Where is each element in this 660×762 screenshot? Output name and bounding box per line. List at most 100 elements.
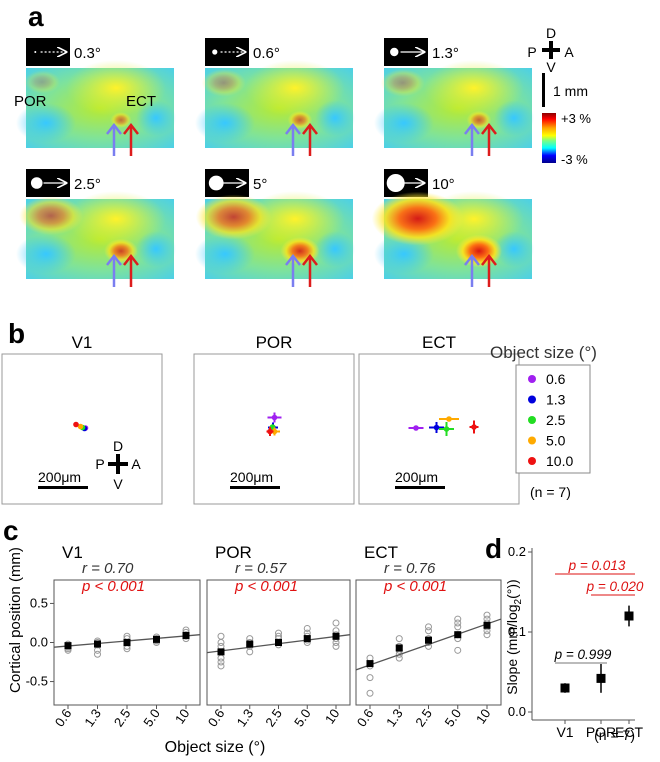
stimulus-dot xyxy=(386,174,405,192)
panel-label-b: b xyxy=(8,318,25,349)
scale-bar-label: 1 mm xyxy=(553,83,588,99)
blue-arrow-head xyxy=(464,253,480,266)
panel-b: V1 200μm POR 200μm ECT 200μm D VP A xyxy=(1,333,520,505)
xtick-label: 1.3 xyxy=(234,706,257,729)
panel-c-subplot: V1r = 0.70p < 0.001 0.5 0.0 -0.5 0.6 1.3 2.5 5.… xyxy=(26,543,201,730)
stimulus-dot xyxy=(30,177,43,189)
subplot-title: V1 xyxy=(62,543,83,562)
tile-size-label: 10° xyxy=(432,176,455,193)
panel-b-n-label: (n = 7) xyxy=(530,484,571,500)
map-hot-spot-posterior xyxy=(201,69,246,97)
mean-marker xyxy=(246,640,254,648)
map-yellow-patch xyxy=(66,191,166,247)
mean-marker xyxy=(275,639,282,646)
center-point-0.6 xyxy=(271,414,278,421)
mean-marker xyxy=(332,632,340,640)
blue-arrow-head xyxy=(285,253,301,266)
xtick-label: 2.5 xyxy=(262,706,285,729)
map-tile: 1.3° xyxy=(374,38,534,156)
center-point-1.3 xyxy=(433,424,440,431)
scale-bar-label: 200μm xyxy=(395,469,438,485)
map-hot-spot-posterior xyxy=(19,196,83,235)
center-point-5.0 xyxy=(271,428,278,435)
d-ylabel: Slope (mm/log2(°)) xyxy=(504,579,524,694)
red-arrow-head xyxy=(481,122,497,135)
d-mean-marker xyxy=(596,673,606,683)
xtick-label: 5.0 xyxy=(442,706,465,729)
subplot-title: V1 xyxy=(72,333,93,352)
scale-bar-1mm xyxy=(542,73,545,107)
center-point-5.0 xyxy=(446,416,452,422)
map-hot-spot-posterior xyxy=(380,69,425,97)
scale-bar-200um xyxy=(230,486,280,489)
compass-b-posterior: P xyxy=(95,456,104,472)
map-cyan-patch xyxy=(16,234,76,274)
red-arrow-head xyxy=(123,122,139,135)
map-tile: 5° xyxy=(195,169,355,287)
c-ylabel: Cortical position (mm) xyxy=(7,547,24,693)
center-point-10.0 xyxy=(267,428,273,435)
mean-marker xyxy=(64,642,72,650)
subplot-title: POR xyxy=(256,333,293,352)
d-ylabel-sub: 2 xyxy=(513,598,524,604)
individual-point xyxy=(332,619,340,627)
ytick-label: -0.5 xyxy=(26,674,48,689)
individual-point xyxy=(94,650,101,658)
d-comparison-pvalue: p = 0.999 xyxy=(554,647,612,662)
stimulus-dot xyxy=(208,175,224,191)
map-cyan-patch xyxy=(494,231,534,267)
xtick-label: 5.0 xyxy=(140,706,163,729)
map-cyan-patch xyxy=(315,231,355,267)
compass-b-dorsal: D xyxy=(113,438,123,454)
orientation-compass-b: D VP A xyxy=(95,438,141,492)
xtick-label: 2.5 xyxy=(412,706,435,729)
map-yellow-patch xyxy=(424,60,524,116)
scale-bar-label: 200μm xyxy=(38,469,81,485)
compass-a-posterior: P xyxy=(527,44,536,60)
center-point-10.0 xyxy=(471,424,477,430)
map-cyan-patch xyxy=(374,103,434,143)
individual-point xyxy=(425,623,432,631)
mean-marker xyxy=(182,631,190,639)
scale-bar-label: 200μm xyxy=(230,469,273,485)
legend-title: Object size (°) xyxy=(490,343,597,362)
map-cyan-patch xyxy=(494,100,534,136)
map-hot-spot-posterior xyxy=(195,194,272,240)
map-cyan-patch xyxy=(136,100,176,136)
mean-marker xyxy=(94,640,101,648)
scale-bar-200um xyxy=(38,486,88,489)
red-arrow-head xyxy=(302,122,318,135)
legend-marker-0.6 xyxy=(528,375,536,383)
map-cyan-patch xyxy=(16,103,76,143)
stimulus-dot xyxy=(212,49,218,55)
subplot-r-value: r = 0.57 xyxy=(235,560,287,577)
label-ect: ECT xyxy=(126,93,156,110)
legend-label-1.3: 1.3 xyxy=(546,392,566,408)
orientation-compass-a: D V P A xyxy=(527,25,574,75)
center-point-2.5 xyxy=(443,426,450,432)
individual-point xyxy=(366,689,374,697)
map-tile: 0.3° xyxy=(16,38,176,156)
stimulus-dot xyxy=(34,51,37,53)
compass-b-hbar xyxy=(108,462,128,466)
legend-marker-10.0 xyxy=(528,457,536,465)
compass-a-dorsal: D xyxy=(546,25,556,41)
tile-size-label: 5° xyxy=(253,176,267,193)
legend-label-2.5: 2.5 xyxy=(546,412,566,428)
blue-arrow-head xyxy=(106,253,122,266)
compass-b-anterior: A xyxy=(131,456,141,472)
xtick-label: 10 xyxy=(473,706,494,726)
map-tile: 2.5° xyxy=(16,169,176,287)
d-ylabel-part2: (°)) xyxy=(504,579,520,599)
panel-label-c: c xyxy=(3,515,19,546)
d-n-label: (n = 7) xyxy=(594,727,635,743)
colorbar xyxy=(542,113,556,163)
xtick-label: 1.3 xyxy=(81,706,104,729)
individual-point xyxy=(217,658,225,666)
individual-point xyxy=(395,635,403,643)
blue-arrow-head xyxy=(285,122,301,135)
subplot-r-value: r = 0.70 xyxy=(82,560,134,577)
